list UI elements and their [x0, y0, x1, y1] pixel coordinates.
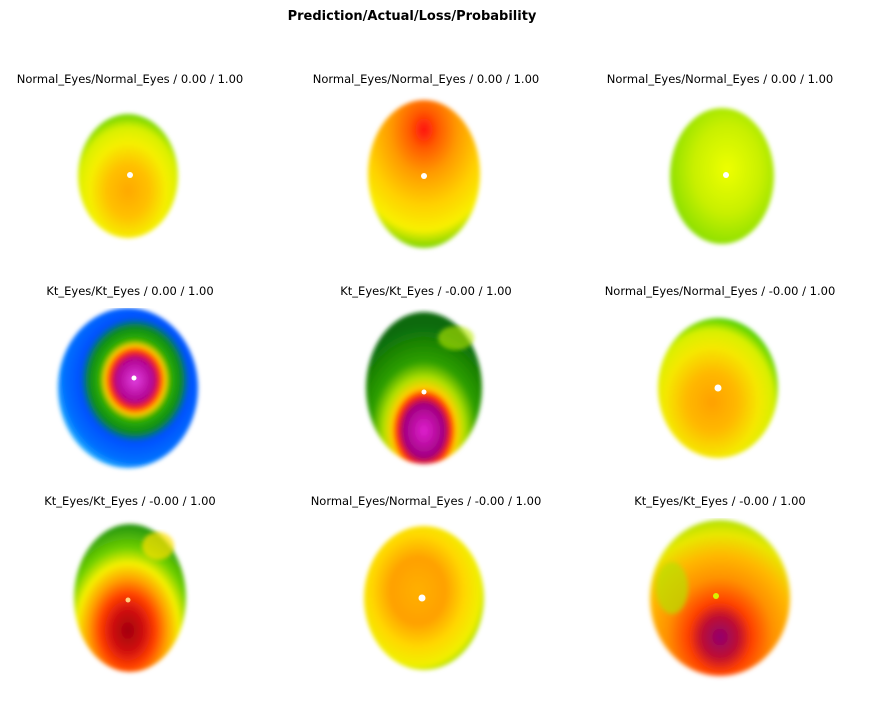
- panel-label: Kt_Eyes/Kt_Eyes / -0.00 / 1.00: [340, 284, 512, 298]
- corneal-topography-map: [658, 318, 778, 458]
- panel-label: Kt_Eyes/Kt_Eyes / -0.00 / 1.00: [44, 494, 216, 508]
- panel-6: Normal_Eyes/Normal_Eyes / -0.00 / 1.00: [600, 284, 840, 494]
- panel-4: Kt_Eyes/Kt_Eyes / 0.00 / 1.00: [10, 284, 250, 494]
- corneal-topography-map: [650, 520, 790, 676]
- panel-label: Kt_Eyes/Kt_Eyes / -0.00 / 1.00: [634, 494, 806, 508]
- panel-9: Kt_Eyes/Kt_Eyes / -0.00 / 1.00: [600, 494, 840, 704]
- panel-label: Normal_Eyes/Normal_Eyes / -0.00 / 1.00: [310, 494, 542, 508]
- panel-3: Normal_Eyes/Normal_Eyes / 0.00 / 1.00: [600, 72, 840, 282]
- corneal-topography-map: [58, 308, 198, 468]
- panel-label: Normal_Eyes/Normal_Eyes / 0.00 / 1.00: [606, 72, 834, 86]
- corneal-topography-map: [670, 108, 774, 244]
- panel-label: Normal_Eyes/Normal_Eyes / 0.00 / 1.00: [16, 72, 244, 86]
- corneal-topography-map: [364, 526, 484, 670]
- corneal-topography-map: [366, 312, 482, 464]
- panel-label: Normal_Eyes/Normal_Eyes / 0.00 / 1.00: [312, 72, 540, 86]
- panel-5: Kt_Eyes/Kt_Eyes / -0.00 / 1.00: [306, 284, 546, 494]
- corneal-topography-map: [368, 100, 480, 248]
- figure-title: Prediction/Actual/Loss/Probability: [287, 9, 537, 24]
- panel-8: Normal_Eyes/Normal_Eyes / -0.00 / 1.00: [306, 494, 546, 704]
- panel-1: Normal_Eyes/Normal_Eyes / 0.00 / 1.00: [10, 72, 250, 282]
- panel-label: Kt_Eyes/Kt_Eyes / 0.00 / 1.00: [46, 284, 214, 298]
- corneal-topography-map: [74, 524, 186, 672]
- panel-label: Normal_Eyes/Normal_Eyes / -0.00 / 1.00: [604, 284, 836, 298]
- panel-2: Normal_Eyes/Normal_Eyes / 0.00 / 1.00: [306, 72, 546, 282]
- corneal-topography-map: [78, 114, 178, 238]
- panel-7: Kt_Eyes/Kt_Eyes / -0.00 / 1.00: [10, 494, 250, 704]
